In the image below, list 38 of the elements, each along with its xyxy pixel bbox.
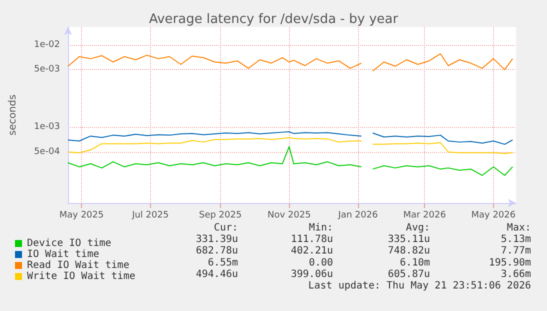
legend-label: Device IO time: [27, 238, 112, 249]
text: 335.11u: [388, 234, 430, 246]
text: 111.78u: [290, 234, 334, 246]
text: 494.46u: [196, 268, 238, 280]
x-tick-label: Mar 2026: [403, 210, 446, 220]
text: 402.21u: [290, 246, 334, 257]
text: Cur:: [214, 222, 238, 234]
text: 748.82u: [388, 246, 430, 257]
text: Avg:: [406, 222, 430, 234]
text: Max:: [506, 222, 532, 234]
text: Last update: Thu May 21 23:51:06 2026: [308, 280, 532, 292]
x-tick-label: May 2025: [59, 210, 104, 220]
text: 3.66m: [500, 268, 532, 280]
x-tick-label: Sep 2025: [198, 210, 242, 220]
text: 195.90m: [488, 257, 532, 268]
text: 6.10m: [400, 257, 430, 268]
x-tick-label: Jan 2026: [337, 210, 378, 220]
text: 0.00: [308, 257, 334, 268]
text: Min:: [308, 222, 334, 234]
text: 682.78u: [196, 246, 238, 257]
legend-label: IO Wait time: [27, 249, 100, 260]
text: 7.77m: [500, 246, 532, 257]
chart-title: Average latency for /dev/sda - by year: [148, 12, 399, 27]
text: 605.87u: [388, 268, 430, 280]
y-tick-label: 1e-02: [34, 40, 60, 50]
text: 6.55m: [208, 257, 238, 268]
y-axis-title: seconds: [8, 94, 18, 136]
x-tick-label: Jul 2025: [131, 210, 169, 220]
legend-label: Read IO Wait time: [27, 260, 130, 271]
legend-label: Write IO Wait time: [27, 271, 136, 282]
x-tick-label: May 2026: [471, 210, 516, 220]
text: 331.39u: [196, 234, 238, 246]
y-tick-label: 1e-03: [34, 122, 60, 132]
text: 5.13m: [500, 234, 532, 246]
text: 399.06u: [290, 268, 334, 280]
y-tick-label: 5e-03: [34, 64, 60, 75]
x-tick-label: Nov 2025: [268, 210, 311, 220]
y-tick-label: 5e-04: [34, 146, 60, 157]
